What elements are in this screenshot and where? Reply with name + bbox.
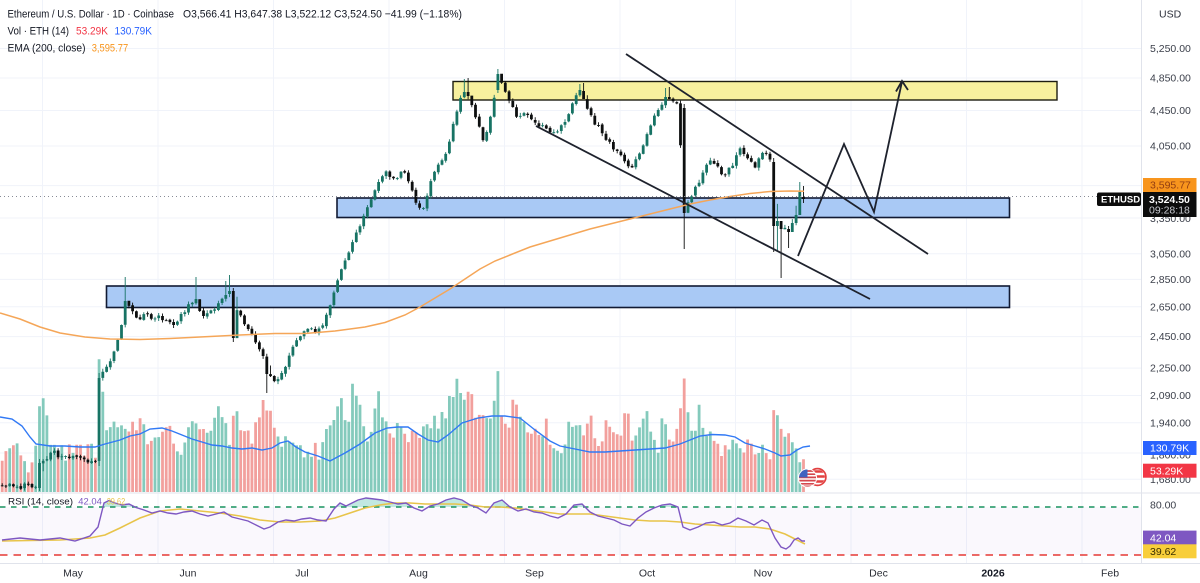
svg-text:4,450.00: 4,450.00	[1150, 105, 1191, 117]
svg-text:ETHUSD: ETHUSD	[1101, 195, 1140, 206]
svg-text:3,595.77: 3,595.77	[92, 43, 129, 55]
svg-text:09:28:18: 09:28:18	[1149, 204, 1190, 216]
svg-text:42.04: 42.04	[78, 497, 102, 508]
svg-text:Feb: Feb	[1101, 568, 1119, 580]
svg-text:3,595.77: 3,595.77	[1150, 180, 1191, 192]
svg-text:EMA (200, close): EMA (200, close)	[8, 43, 86, 55]
svg-text:5,250.00: 5,250.00	[1150, 43, 1191, 55]
svg-text:3,524.50: 3,524.50	[1149, 194, 1190, 206]
svg-text:130.79K: 130.79K	[115, 26, 153, 38]
svg-text:42.04: 42.04	[1150, 532, 1176, 544]
svg-text:May: May	[63, 568, 84, 580]
svg-text:2026: 2026	[981, 568, 1005, 580]
svg-text:80.00: 80.00	[1150, 499, 1176, 511]
svg-text:2,250.00: 2,250.00	[1150, 363, 1191, 375]
svg-text:39.62: 39.62	[107, 497, 126, 508]
svg-text:4,850.00: 4,850.00	[1150, 73, 1191, 85]
svg-text:Aug: Aug	[409, 568, 428, 580]
svg-text:Jul: Jul	[295, 568, 308, 580]
svg-text:53.29K: 53.29K	[76, 26, 109, 38]
svg-text:Ethereum / U.S. Dollar · 1D ·: Ethereum / U.S. Dollar · 1D · Coinbase	[8, 9, 175, 21]
svg-text:Oct: Oct	[639, 568, 655, 580]
svg-text:Nov: Nov	[754, 568, 773, 580]
svg-text:2,450.00: 2,450.00	[1150, 331, 1191, 343]
svg-text:3,050.00: 3,050.00	[1150, 248, 1191, 260]
svg-text:USD: USD	[1159, 9, 1182, 21]
svg-text:39.62: 39.62	[1150, 546, 1176, 558]
svg-text:2,090.00: 2,090.00	[1150, 390, 1191, 402]
svg-text:O3,566.41 H3,647.38 L3,522.12: O3,566.41 H3,647.38 L3,522.12 C3,524.50 …	[183, 9, 462, 21]
svg-text:Jun: Jun	[180, 568, 197, 580]
svg-text:Dec: Dec	[869, 568, 888, 580]
svg-text:RSI (14, close): RSI (14, close)	[8, 497, 73, 508]
svg-text:2,650.00: 2,650.00	[1150, 301, 1191, 313]
svg-text:53.29K: 53.29K	[1150, 465, 1183, 477]
svg-text:2,850.00: 2,850.00	[1150, 274, 1191, 286]
svg-text:Vol · ETH (14): Vol · ETH (14)	[8, 26, 70, 38]
svg-text:Sep: Sep	[525, 568, 544, 580]
svg-text:4,050.00: 4,050.00	[1150, 141, 1191, 153]
svg-text:130.79K: 130.79K	[1150, 443, 1189, 455]
svg-text:1,940.00: 1,940.00	[1150, 417, 1191, 429]
